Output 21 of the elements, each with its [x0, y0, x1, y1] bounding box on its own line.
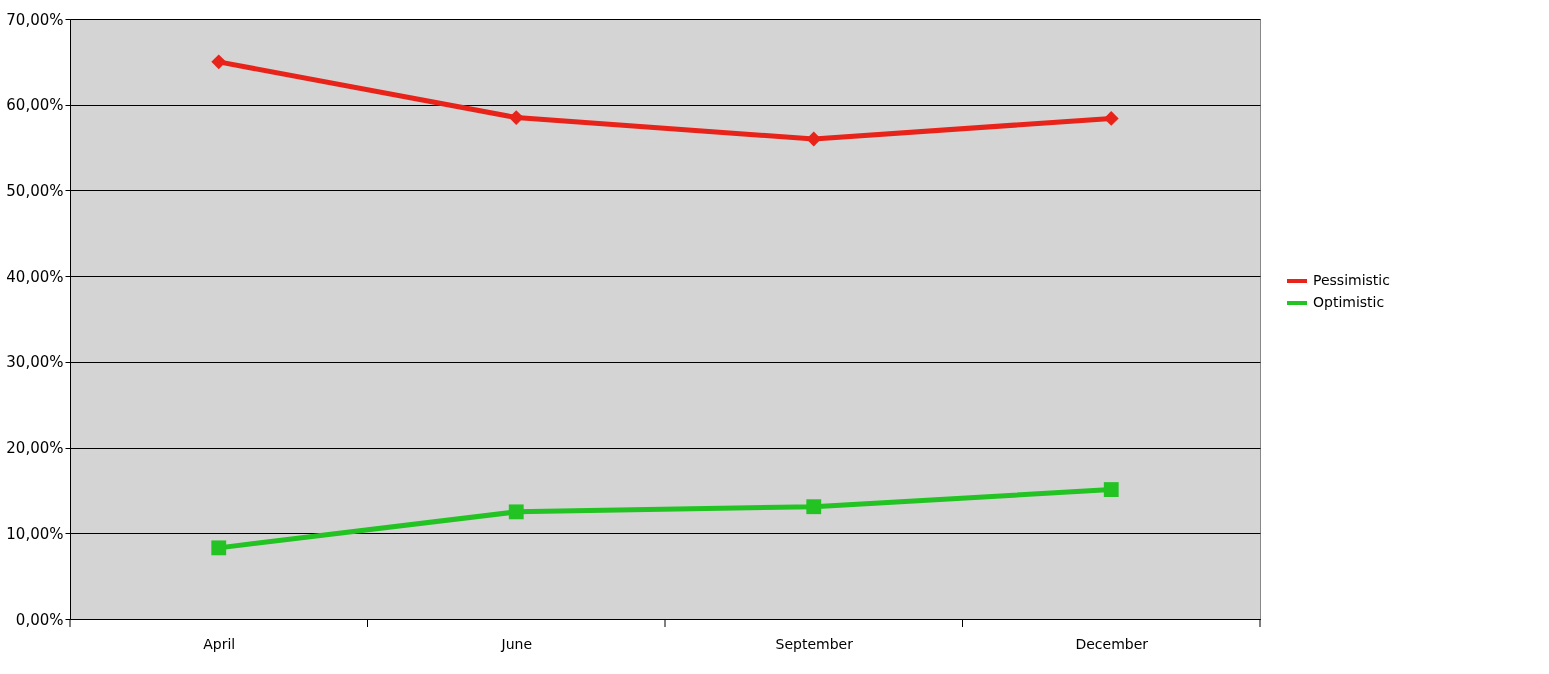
y-tick-label: 20,00% [6, 439, 64, 458]
point [806, 499, 822, 515]
y-tick-label: 60,00% [6, 96, 64, 115]
point [1103, 482, 1119, 497]
point [1103, 111, 1119, 126]
legend-label: Optimistic [1313, 294, 1385, 310]
point [508, 110, 524, 125]
y-tick-label: 40,00% [6, 267, 64, 286]
x-tick-label: June [500, 635, 532, 652]
x-tick-label: April [203, 635, 236, 652]
point [508, 504, 524, 520]
x-tick-label: December [1075, 635, 1149, 652]
legend-label: Pessimistic [1313, 272, 1390, 288]
point [211, 54, 227, 70]
y-tick-label: 10,00% [6, 524, 64, 543]
y-tick-label: 70,00% [6, 10, 64, 29]
x-tick-label: September [775, 635, 854, 652]
point [211, 540, 227, 556]
y-tick-label: 0,00% [15, 610, 64, 629]
y-tick-label: 30,00% [6, 353, 64, 372]
y-tick-label: 50,00% [6, 181, 64, 200]
